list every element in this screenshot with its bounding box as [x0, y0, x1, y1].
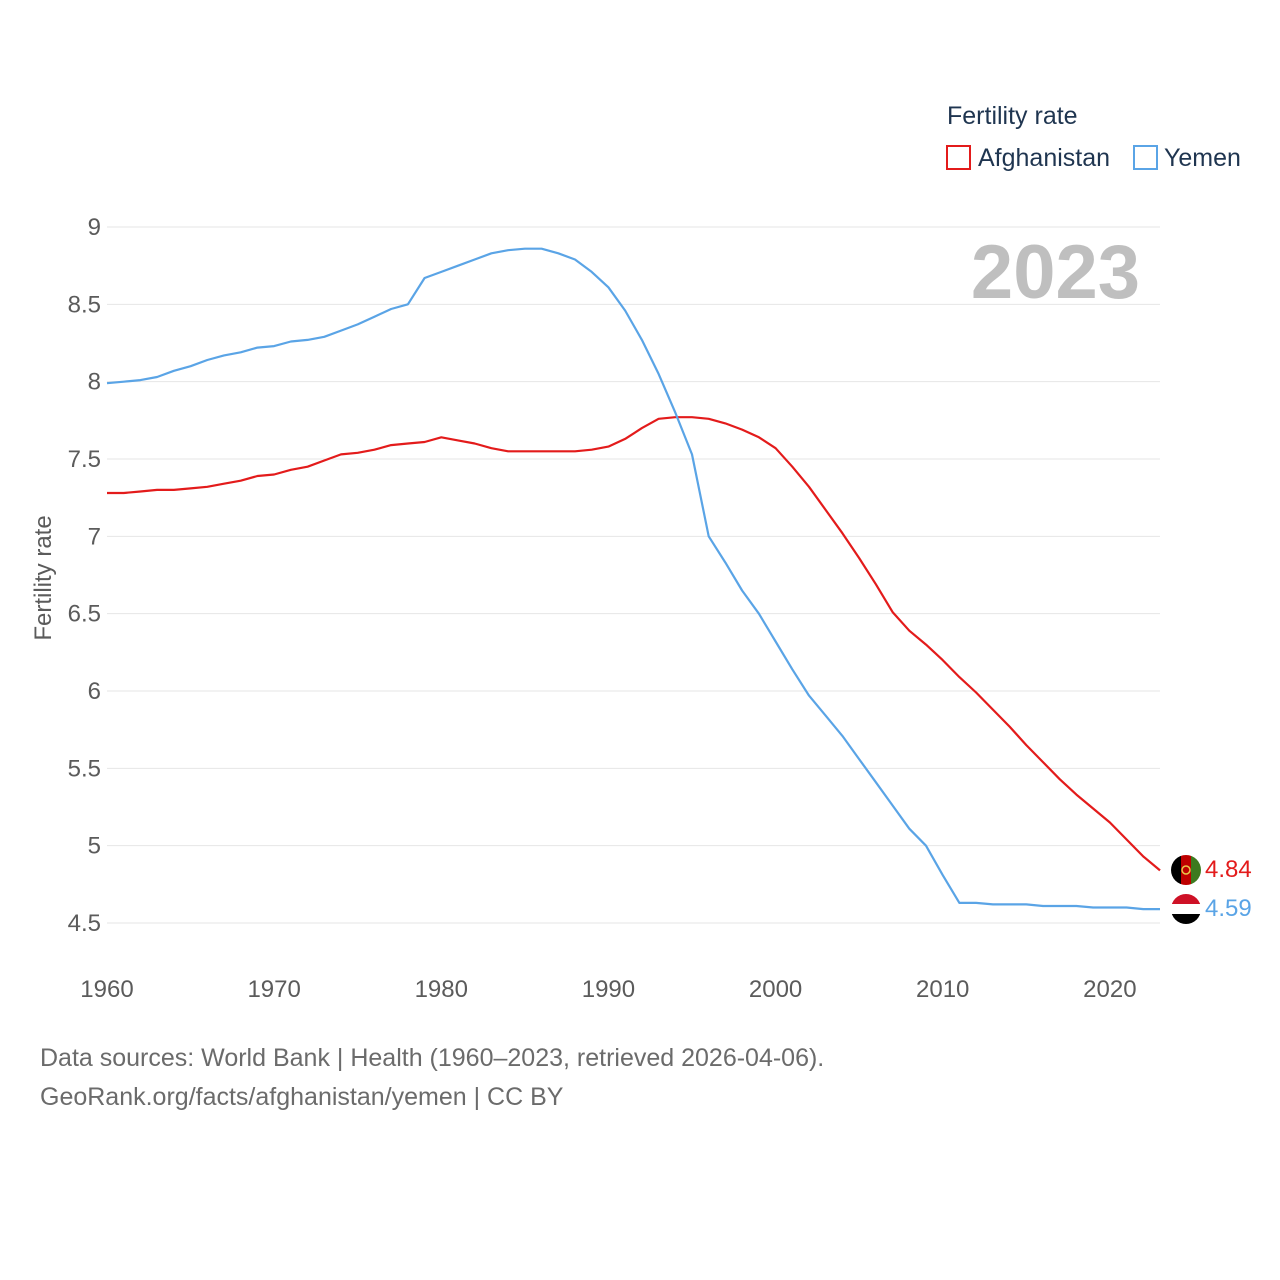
- x-tick-label: 2000: [749, 976, 802, 1003]
- gridlines: [107, 226, 1160, 924]
- legend-swatch-afghanistan[interactable]: [946, 145, 971, 170]
- y-tick-label: 5: [88, 833, 101, 860]
- x-axis-ticks: 1960 1970 1980 1990 2000 2010 2020: [80, 976, 1136, 1003]
- x-tick-label: 1970: [247, 976, 300, 1003]
- y-tick-label: 6.5: [68, 601, 101, 628]
- y-tick-label: 8: [88, 369, 101, 396]
- footer-link[interactable]: GeoRank.org/facts/afghanistan/yemen | CC…: [40, 1083, 564, 1111]
- footer-sources: Data sources: World Bank | Health (1960–…: [40, 1044, 825, 1072]
- x-tick-label: 2020: [1083, 976, 1136, 1003]
- series-group: [106, 247, 1161, 911]
- x-tick-label: 1960: [80, 976, 133, 1003]
- x-tick-label: 1990: [582, 976, 635, 1003]
- y-axis-label: Fertility rate: [30, 515, 57, 640]
- legend-label-afghanistan[interactable]: Afghanistan: [978, 144, 1110, 172]
- series-line-afghanistan[interactable]: [107, 416, 1161, 872]
- x-tick-label: 1980: [415, 976, 468, 1003]
- legend-swatch-yemen[interactable]: [1133, 145, 1158, 170]
- end-value-afghanistan: 4.84: [1205, 856, 1252, 883]
- year-label: 2023: [971, 230, 1140, 315]
- y-tick-label: 8.5: [68, 291, 101, 318]
- x-tick-label: 2010: [916, 976, 969, 1003]
- y-tick-label: 7: [88, 523, 101, 550]
- legend: Fertility rate Afghanistan Yemen: [946, 102, 1241, 172]
- series-line-yemen[interactable]: [106, 247, 1160, 911]
- y-tick-label: 6: [88, 678, 101, 705]
- y-tick-label: 5.5: [68, 755, 101, 782]
- y-axis-ticks: 9 8.5 8 7.5 7 6.5 6 5.5 5 4.5: [68, 214, 101, 937]
- y-tick-label: 4.5: [68, 910, 101, 937]
- end-value-yemen: 4.59: [1205, 895, 1252, 922]
- y-tick-label: 7.5: [68, 446, 101, 473]
- yemen-flag-icon: [1171, 894, 1201, 924]
- y-tick-label: 9: [88, 214, 101, 241]
- legend-title: Fertility rate: [947, 102, 1078, 130]
- legend-label-yemen[interactable]: Yemen: [1164, 144, 1241, 172]
- afghanistan-flag-icon: [1171, 855, 1201, 885]
